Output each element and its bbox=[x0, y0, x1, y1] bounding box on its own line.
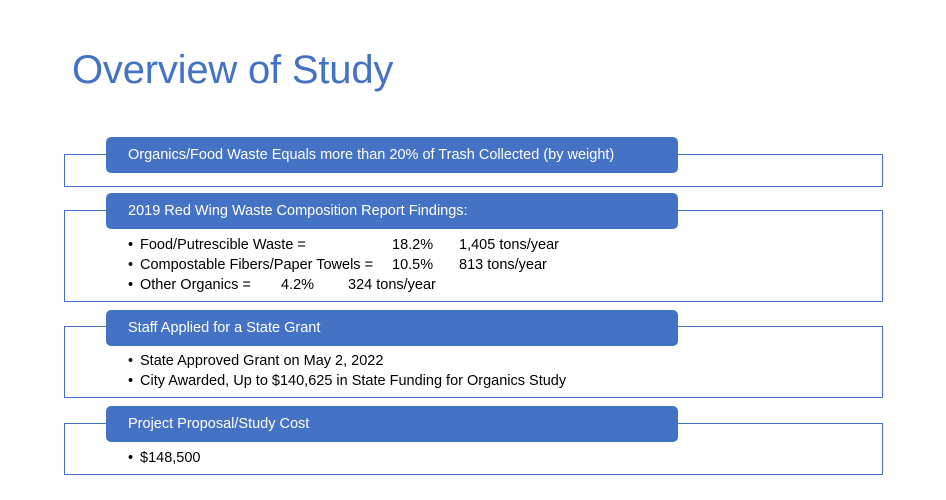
bullet-icon: • bbox=[128, 353, 134, 369]
cost-item-text: $148,500 bbox=[140, 450, 201, 466]
bullet-icon: • bbox=[128, 277, 134, 293]
finding-percent: 18.2% bbox=[392, 237, 434, 253]
finding-tons: 813 tons/year bbox=[459, 257, 547, 273]
list-item: • Compostable Fibers/Paper Towels = 10.5% 8… bbox=[128, 255, 559, 275]
section-3-header-text: Staff Applied for a State Grant bbox=[128, 320, 321, 336]
section-1-header: Organics/Food Waste Equals more than 20%… bbox=[106, 137, 678, 173]
section-3-header: Staff Applied for a State Grant bbox=[106, 310, 678, 346]
list-item: • City Awarded, Up to $140,625 in State F… bbox=[128, 371, 566, 391]
list-item: • $148,500 bbox=[128, 448, 200, 468]
grant-item-text: State Approved Grant on May 2, 2022 bbox=[140, 353, 384, 369]
finding-label: Food/Putrescible Waste = bbox=[140, 237, 306, 253]
findings-list: • Food/Putrescible Waste = 18.2% 1,405 tons… bbox=[128, 235, 559, 295]
finding-tons: 1,405 tons/year bbox=[459, 237, 559, 253]
finding-label: Compostable Fibers/Paper Towels = bbox=[140, 257, 374, 273]
slide-title: Overview of Study bbox=[72, 48, 394, 92]
section-2-header-text: 2019 Red Wing Waste Composition Report F… bbox=[128, 203, 468, 219]
section-2-header: 2019 Red Wing Waste Composition Report F… bbox=[106, 193, 678, 229]
cost-list: • $148,500 bbox=[128, 448, 200, 468]
bullet-icon: • bbox=[128, 237, 134, 253]
section-1-header-text: Organics/Food Waste Equals more than 20%… bbox=[128, 147, 615, 163]
finding-percent: 4.2% bbox=[281, 277, 315, 293]
list-item: • Food/Putrescible Waste = 18.2% 1,405 tons… bbox=[128, 235, 559, 255]
section-4-header: Project Proposal/Study Cost bbox=[106, 406, 678, 442]
bullet-icon: • bbox=[128, 450, 134, 466]
grant-item-text: City Awarded, Up to $140,625 in State Fu… bbox=[140, 373, 567, 389]
finding-percent: 10.5% bbox=[392, 257, 434, 273]
section-4-header-text: Project Proposal/Study Cost bbox=[128, 416, 310, 432]
bullet-icon: • bbox=[128, 373, 134, 389]
list-item: • Other Organics = 4.2% 324 tons/year bbox=[128, 275, 559, 295]
list-item: • State Approved Grant on May 2, 2022 bbox=[128, 351, 566, 371]
finding-label: Other Organics = bbox=[140, 277, 251, 293]
bullet-icon: • bbox=[128, 257, 134, 273]
grant-list: • State Approved Grant on May 2, 2022 • Ci… bbox=[128, 351, 566, 391]
finding-tons: 324 tons/year bbox=[348, 277, 436, 293]
